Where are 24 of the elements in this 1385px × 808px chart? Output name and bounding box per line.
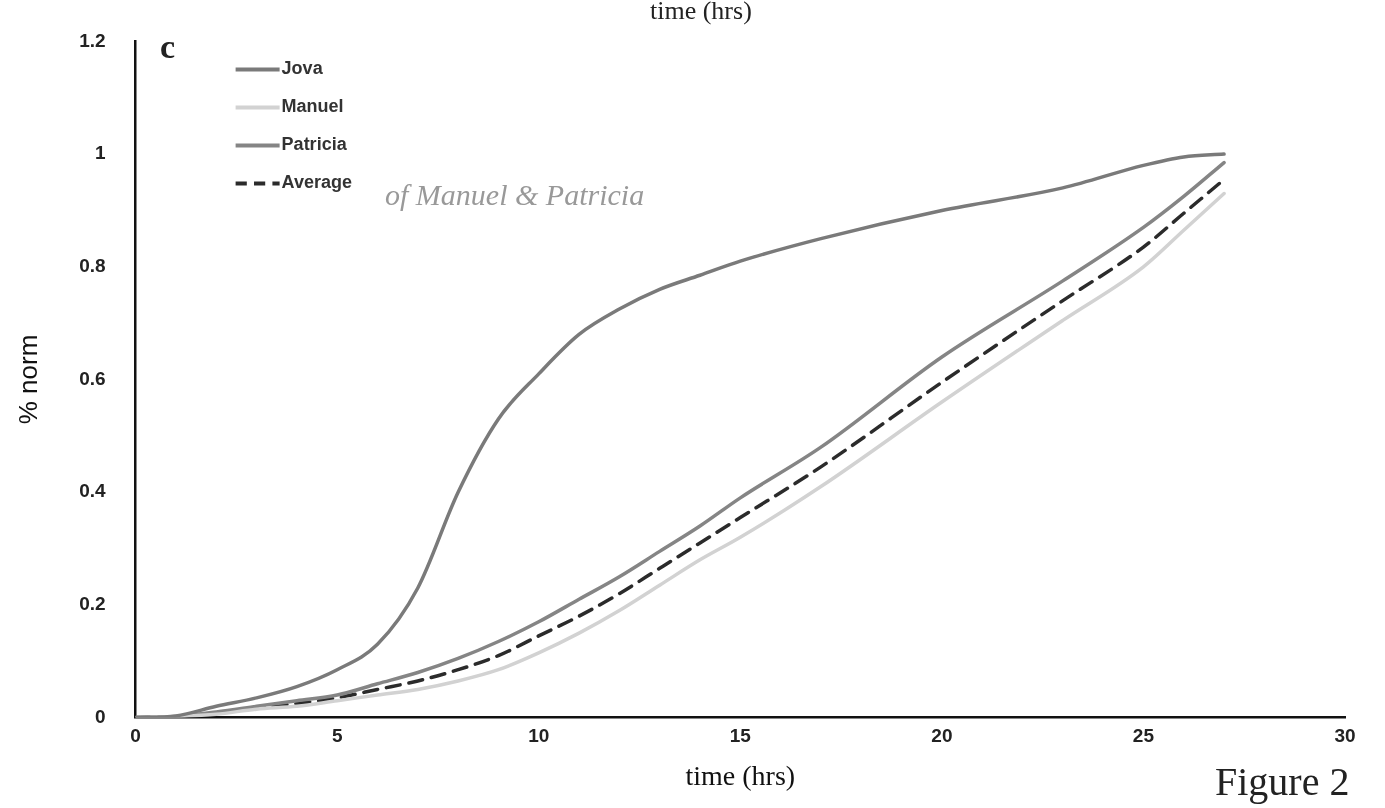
x-tick-label: 5 <box>331 725 343 747</box>
caption: Figure 2 <box>1215 758 1350 805</box>
y-tick-label: 1.2 <box>79 29 106 51</box>
x-tick-label: 15 <box>729 725 752 747</box>
text: time (hrs) <box>650 0 752 26</box>
legend-label: Manuel <box>281 96 344 117</box>
x-tick-label: 25 <box>1132 725 1155 747</box>
x-tick-label: 10 <box>528 725 550 747</box>
legend-label: Jova <box>281 58 324 79</box>
x-tick-label: 30 <box>1334 725 1356 747</box>
legend-label: Average <box>281 172 352 193</box>
y-tick-label: 0 <box>95 705 106 727</box>
y-axis-title: % norm <box>12 334 43 425</box>
x-tick-label: 0 <box>130 725 141 747</box>
y-tick-label: 0.6 <box>79 367 106 389</box>
annotation: c <box>160 28 176 66</box>
x-axis-title: time (hrs) <box>685 759 796 791</box>
y-tick-label: 0.2 <box>79 593 106 615</box>
legend-label: Patricia <box>281 134 348 155</box>
y-tick-label: 0.8 <box>79 255 106 277</box>
y-tick-label: 0.4 <box>79 480 107 502</box>
annotation: of Manuel & Patricia <box>385 178 645 212</box>
y-tick-label: 1 <box>95 142 107 164</box>
x-tick-label: 20 <box>931 725 953 747</box>
